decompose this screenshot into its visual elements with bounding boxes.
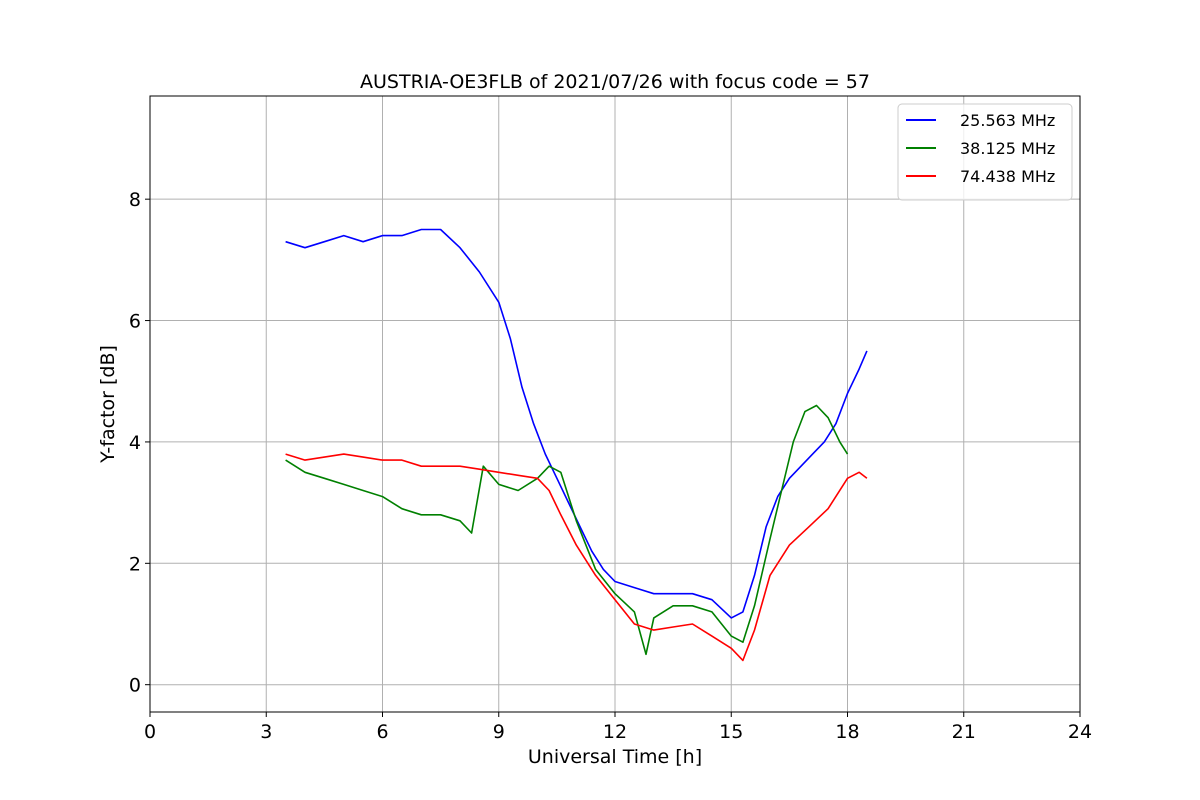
series-line-1	[285, 404, 849, 656]
x-tick-label: 24	[1068, 721, 1092, 743]
x-tick-label: 0	[144, 721, 156, 743]
x-tick-label: 6	[376, 721, 388, 743]
y-tick-label: 2	[129, 553, 141, 575]
y-tick-label: 4	[129, 432, 141, 454]
legend: 25.563 MHz 38.125 MHz 74.438 MHz	[897, 103, 1073, 201]
x-tick-label: 9	[493, 721, 505, 743]
legend-entry: 74.438 MHz	[960, 167, 1055, 186]
chart-title: AUSTRIA-OE3FLB of 2021/07/26 with focus …	[360, 71, 870, 93]
series-line-2	[285, 453, 868, 662]
legend-entry: 38.125 MHz	[960, 139, 1055, 158]
y-tick-label: 8	[129, 189, 141, 211]
x-tick-label: 3	[260, 721, 272, 743]
x-tick-label: 18	[835, 721, 859, 743]
x-tick-label: 12	[603, 721, 627, 743]
x-tick-label: 21	[952, 721, 976, 743]
x-axis-label: Universal Time [h]	[528, 746, 702, 768]
legend-box	[897, 103, 1073, 201]
y-axis-label: Y-factor [dB]	[97, 345, 119, 464]
x-tick-label: 15	[719, 721, 743, 743]
legend-entry: 25.563 MHz	[960, 111, 1055, 130]
y-tick-label: 0	[129, 675, 141, 697]
series-line-0	[285, 228, 868, 619]
y-tick-label: 6	[129, 311, 141, 333]
series-group	[285, 228, 868, 662]
